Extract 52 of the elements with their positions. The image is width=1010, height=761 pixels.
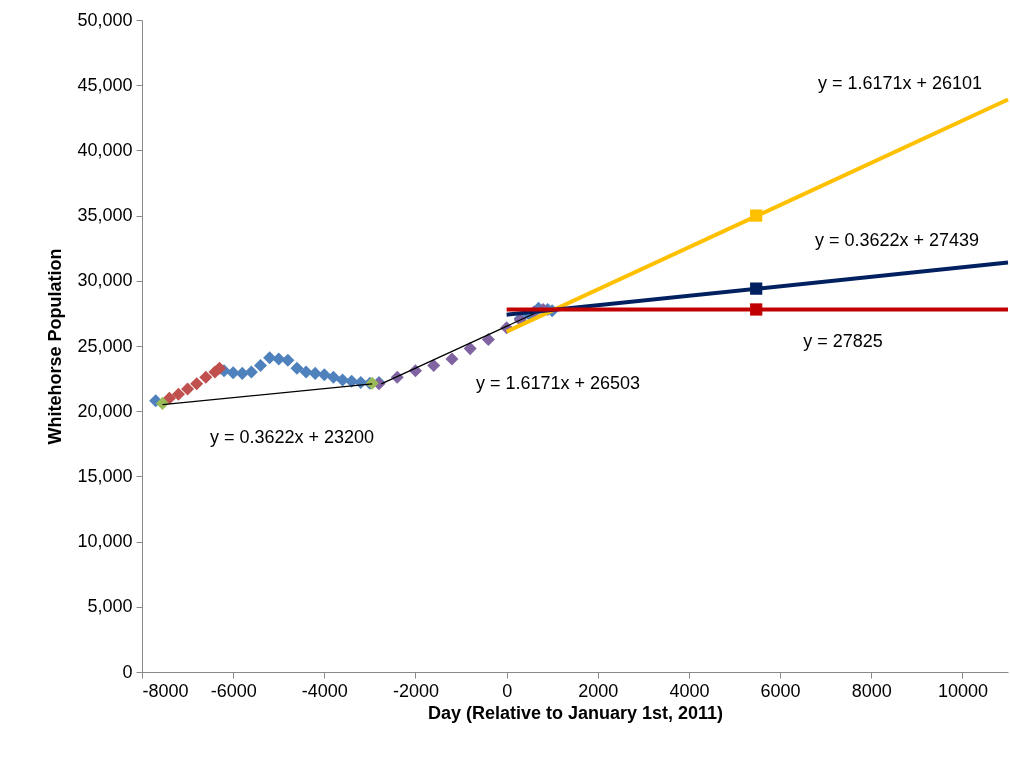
annotation: y = 27825 xyxy=(803,331,883,351)
point xyxy=(481,332,495,346)
y-tick-label: 0 xyxy=(122,661,133,682)
point xyxy=(263,351,277,365)
x-tick-label: 10000 xyxy=(937,680,988,701)
y-axis-title: Whitehorse Population xyxy=(45,248,66,445)
x-tick-label: 6000 xyxy=(760,680,801,701)
point xyxy=(336,373,350,387)
y-tick-label: 40,000 xyxy=(77,139,133,160)
x-tick-label: -8000 xyxy=(142,680,189,701)
point xyxy=(750,282,763,295)
y-tick-label: 45,000 xyxy=(77,74,133,95)
point xyxy=(326,370,340,384)
y-tick-label: 30,000 xyxy=(77,270,133,291)
y-tick-label: 35,000 xyxy=(77,205,133,226)
point xyxy=(181,382,195,396)
y-tick-label: 5,000 xyxy=(87,596,133,617)
x-tick-label: 0 xyxy=(502,680,513,701)
x-axis-title: Day (Relative to January 1st, 2011) xyxy=(427,702,724,723)
point xyxy=(190,377,204,391)
x-tick-label: -6000 xyxy=(210,680,257,701)
point xyxy=(308,366,322,380)
point xyxy=(171,387,185,401)
y-tick-label: 15,000 xyxy=(77,465,133,486)
point xyxy=(253,359,268,373)
annotation: y = 0.3622x + 23200 xyxy=(209,427,375,447)
point xyxy=(463,342,477,356)
point xyxy=(155,396,170,410)
x-tick-label: 4000 xyxy=(669,680,710,701)
annotation: y = 1.6171x + 26503 xyxy=(475,373,641,393)
annotation: y = 1.6171x + 26101 xyxy=(817,73,983,93)
annotation: y = 0.3622x + 27439 xyxy=(814,230,980,250)
point xyxy=(199,370,213,384)
point xyxy=(445,352,459,366)
x-tick-label: 2000 xyxy=(578,680,619,701)
y-tick-label: 10,000 xyxy=(77,531,133,552)
point xyxy=(750,303,763,316)
y-tick-label: 25,000 xyxy=(77,335,133,356)
point xyxy=(427,359,441,373)
x-tick-label: -4000 xyxy=(301,680,348,701)
y-tick-label: 50,000 xyxy=(77,9,133,30)
point xyxy=(750,209,763,222)
point xyxy=(290,361,304,375)
point xyxy=(299,365,313,379)
point xyxy=(244,365,258,379)
x-tick-label: -2000 xyxy=(392,680,439,701)
x-tick-label: 8000 xyxy=(851,680,892,701)
point xyxy=(281,353,295,367)
point xyxy=(212,361,226,375)
y-tick-label: 20,000 xyxy=(77,400,133,421)
point xyxy=(226,366,240,380)
point xyxy=(317,368,331,382)
